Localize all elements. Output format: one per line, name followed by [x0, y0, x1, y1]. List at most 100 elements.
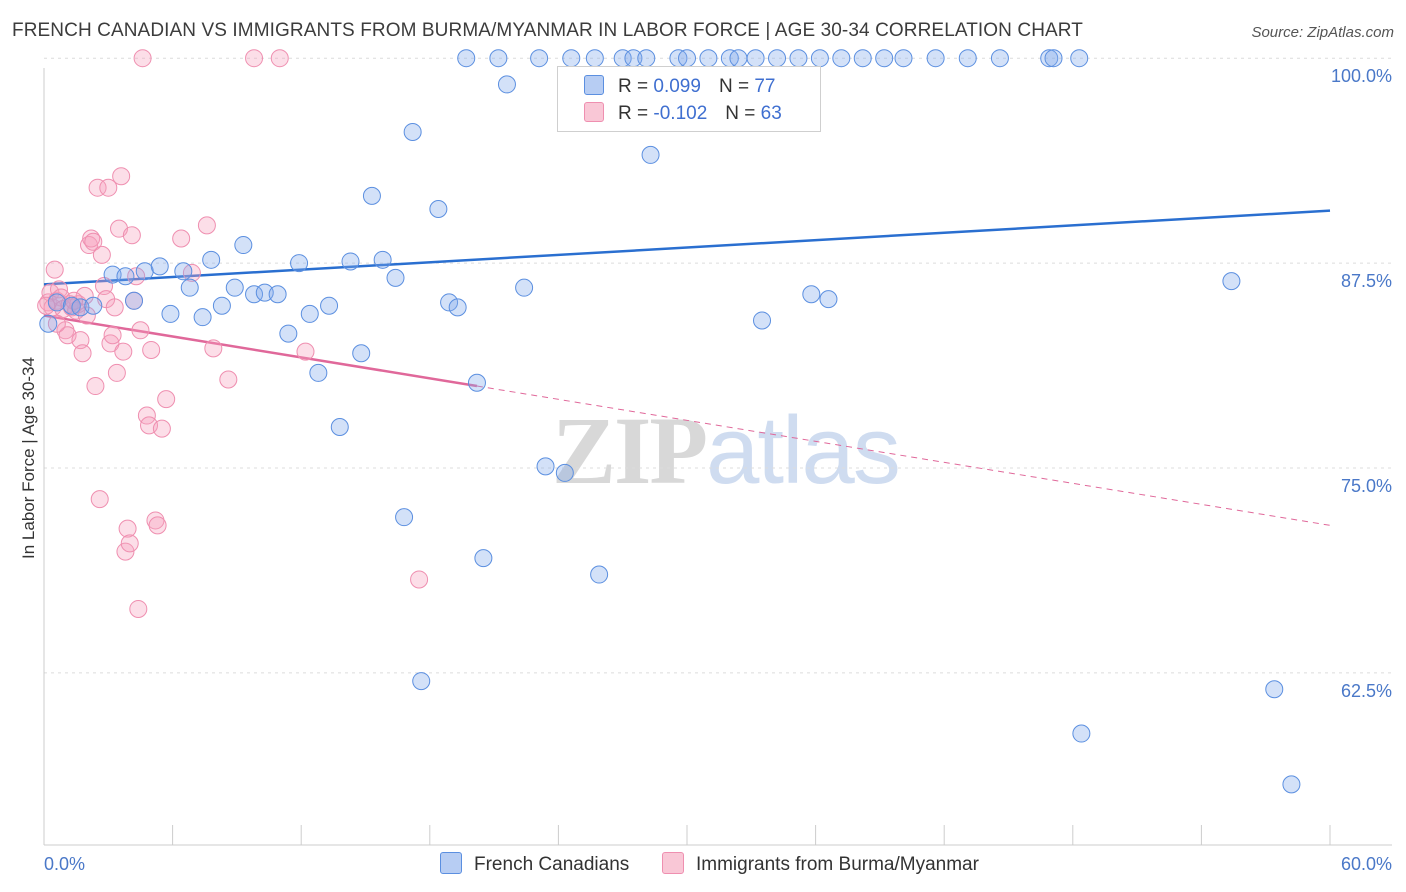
legend-n-label: N =	[718, 76, 750, 97]
point-french-canadian	[320, 296, 339, 315]
point-burma	[99, 178, 118, 197]
point-burma	[270, 49, 289, 68]
point-french-canadian	[362, 186, 381, 205]
trend-line-french-canadians	[43, 209, 1331, 286]
point-french-canadian	[562, 49, 581, 68]
point-burma	[296, 342, 315, 361]
point-burma	[88, 178, 107, 197]
point-burma	[107, 363, 126, 382]
point-burma	[82, 229, 101, 248]
point-french-canadian	[746, 49, 765, 68]
point-french-canadian	[125, 291, 144, 310]
point-french-canadian	[330, 418, 349, 437]
point-french-canadian	[515, 278, 534, 297]
point-french-canadian	[202, 250, 221, 269]
point-french-canadian	[150, 257, 169, 276]
point-french-canadian	[729, 49, 748, 68]
point-french-canadian	[1040, 49, 1059, 68]
point-french-canadian	[1044, 49, 1063, 68]
point-french-canadian	[768, 49, 787, 68]
x-tick-label: 60.0%	[1341, 854, 1392, 874]
y-tick-label: 100.0%	[1331, 66, 1392, 86]
point-french-canadian	[819, 290, 838, 309]
point-french-canadian	[174, 262, 193, 281]
point-burma	[133, 49, 152, 68]
point-burma	[204, 339, 223, 358]
point-french-canadian	[678, 49, 696, 68]
point-french-canadian	[39, 314, 58, 333]
point-french-canadian	[497, 75, 516, 94]
tick-labels: 62.5% 75.0% 87.5% 100.0% 0.0% 60.0%	[44, 66, 1392, 874]
point-burma	[116, 542, 135, 561]
point-french-canadian	[894, 49, 913, 68]
watermark: ZIPatlas	[552, 395, 901, 506]
axes	[43, 68, 1392, 846]
bottom-legend-burma: Immigrants from Burma/Myanmar	[662, 852, 979, 876]
point-french-canadian	[403, 122, 422, 141]
point-burma	[245, 49, 264, 68]
point-burma	[410, 570, 429, 589]
point-french-canadian	[448, 298, 467, 317]
trend-lines	[43, 209, 1331, 526]
point-french-canadian	[489, 49, 508, 68]
point-french-canadian	[135, 262, 154, 281]
watermark-atlas: atlas	[706, 397, 901, 504]
point-burma	[112, 167, 131, 186]
y-axis-label: In Labor Force | Age 30-34	[19, 357, 38, 559]
point-french-canadian	[234, 236, 253, 255]
point-french-canadian	[875, 49, 894, 68]
point-burma	[114, 342, 133, 361]
point-french-canadian	[161, 304, 180, 323]
point-french-canadian	[810, 49, 829, 68]
point-french-canadian	[386, 268, 405, 287]
point-french-canadian	[467, 373, 486, 392]
point-french-canadian	[373, 250, 392, 269]
legend-swatch-blue	[584, 75, 604, 95]
point-burma	[103, 326, 122, 345]
point-burma	[157, 390, 176, 409]
point-french-canadian	[47, 293, 66, 312]
point-french-canadian	[555, 463, 574, 482]
point-french-canadian	[590, 565, 609, 584]
point-burma	[37, 296, 56, 315]
point-burma	[45, 260, 64, 279]
point-french-canadian	[958, 49, 977, 68]
point-french-canadian	[789, 49, 808, 68]
legend-r-value: 0.099	[653, 76, 701, 97]
point-burma	[219, 370, 238, 389]
point-french-canadian	[290, 254, 309, 273]
y-tick-label: 62.5%	[1341, 681, 1392, 701]
point-french-canadian	[853, 49, 872, 68]
point-french-canadian	[1070, 49, 1089, 68]
source-label: Source: ZipAtlas.com	[1251, 24, 1394, 41]
legend-r-label: R =	[618, 103, 649, 124]
point-burma	[71, 331, 90, 350]
point-french-canadian	[1282, 775, 1301, 794]
point-burma	[120, 534, 139, 553]
point-french-canadian	[279, 324, 298, 343]
point-french-canadian	[926, 49, 945, 68]
watermark-zip: ZIP	[552, 397, 708, 504]
point-french-canadian	[1222, 272, 1241, 291]
point-french-canadian	[352, 344, 371, 363]
series-french-canadian-points	[39, 49, 1301, 794]
point-burma	[127, 267, 146, 286]
bottom-legend-swatch-blue	[440, 852, 462, 874]
legend-n-label: N =	[725, 103, 756, 124]
legend-swatch-pink	[584, 102, 604, 122]
point-french-canadian	[530, 49, 549, 68]
point-french-canadian	[832, 49, 851, 68]
point-french-canadian	[699, 49, 718, 68]
point-burma	[105, 298, 124, 317]
bottom-legend-label: French Canadians	[474, 854, 630, 875]
point-french-canadian	[395, 508, 414, 527]
gridlines	[44, 57, 1392, 674]
point-french-canadian	[536, 457, 555, 476]
y-tick-label: 75.0%	[1341, 476, 1392, 496]
point-french-canadian	[84, 296, 103, 315]
trend-line-burma-extension	[476, 385, 1331, 526]
chart-title: FRENCH CANADIAN VS IMMIGRANTS FROM BURMA…	[12, 20, 1083, 41]
bottom-legend-label: Immigrants from Burma/Myanmar	[696, 854, 979, 875]
point-burma	[142, 340, 161, 359]
